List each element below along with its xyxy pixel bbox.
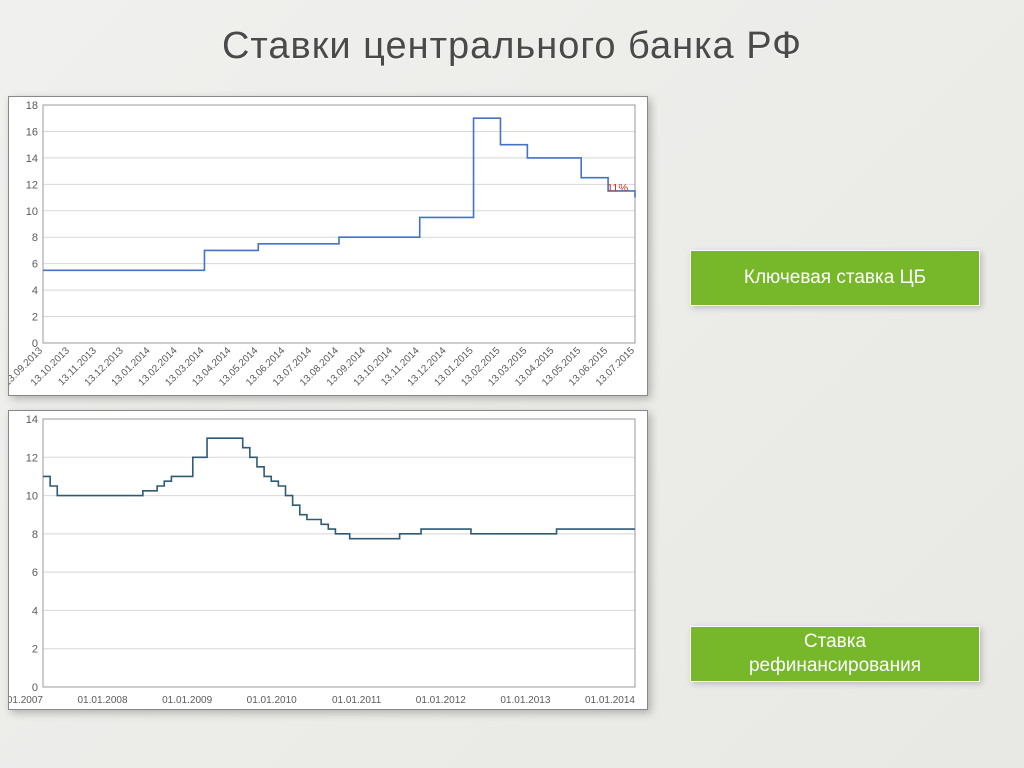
svg-text:6: 6 <box>32 259 38 271</box>
svg-text:11%: 11% <box>607 183 628 195</box>
svg-text:0: 0 <box>32 682 38 694</box>
svg-text:01.01.2007: 01.01.2007 <box>9 695 43 706</box>
svg-text:2: 2 <box>32 644 38 656</box>
badge-key-rate: Ключевая ставка ЦБ <box>690 250 980 306</box>
badge-refinancing-rate: Ставкарефинансирования <box>690 626 980 682</box>
svg-text:4: 4 <box>32 285 38 297</box>
svg-text:01.01.2011: 01.01.2011 <box>332 695 382 706</box>
svg-text:8: 8 <box>32 529 38 541</box>
svg-text:12: 12 <box>26 179 38 191</box>
svg-text:14: 14 <box>26 414 38 426</box>
svg-text:01.01.2012: 01.01.2012 <box>416 695 466 706</box>
svg-text:01.01.2010: 01.01.2010 <box>247 695 297 706</box>
svg-text:16: 16 <box>26 126 38 138</box>
svg-text:01.01.2008: 01.01.2008 <box>78 695 128 706</box>
svg-text:01.01.2014: 01.01.2014 <box>585 695 635 706</box>
svg-text:01.01.2009: 01.01.2009 <box>162 695 212 706</box>
chart-refinancing-rate: 0 2 4 6 8 10 12 14 01.01.2007 01.01.2008 01.01.200… <box>8 410 648 710</box>
svg-text:12: 12 <box>26 452 38 464</box>
svg-text:18: 18 <box>26 100 38 112</box>
svg-text:01.01.2013: 01.01.2013 <box>500 695 550 706</box>
svg-text:10: 10 <box>26 491 38 503</box>
svg-text:4: 4 <box>32 605 38 617</box>
svg-text:8: 8 <box>32 232 38 244</box>
svg-text:14: 14 <box>26 153 38 165</box>
svg-text:2: 2 <box>32 312 38 324</box>
svg-text:6: 6 <box>32 567 38 579</box>
svg-text:10: 10 <box>26 206 38 218</box>
chart-key-rate: 02468101214161813.09.201313.10.201313.11… <box>8 96 648 396</box>
page-title: Ставки центрального банка РФ <box>0 0 1024 80</box>
